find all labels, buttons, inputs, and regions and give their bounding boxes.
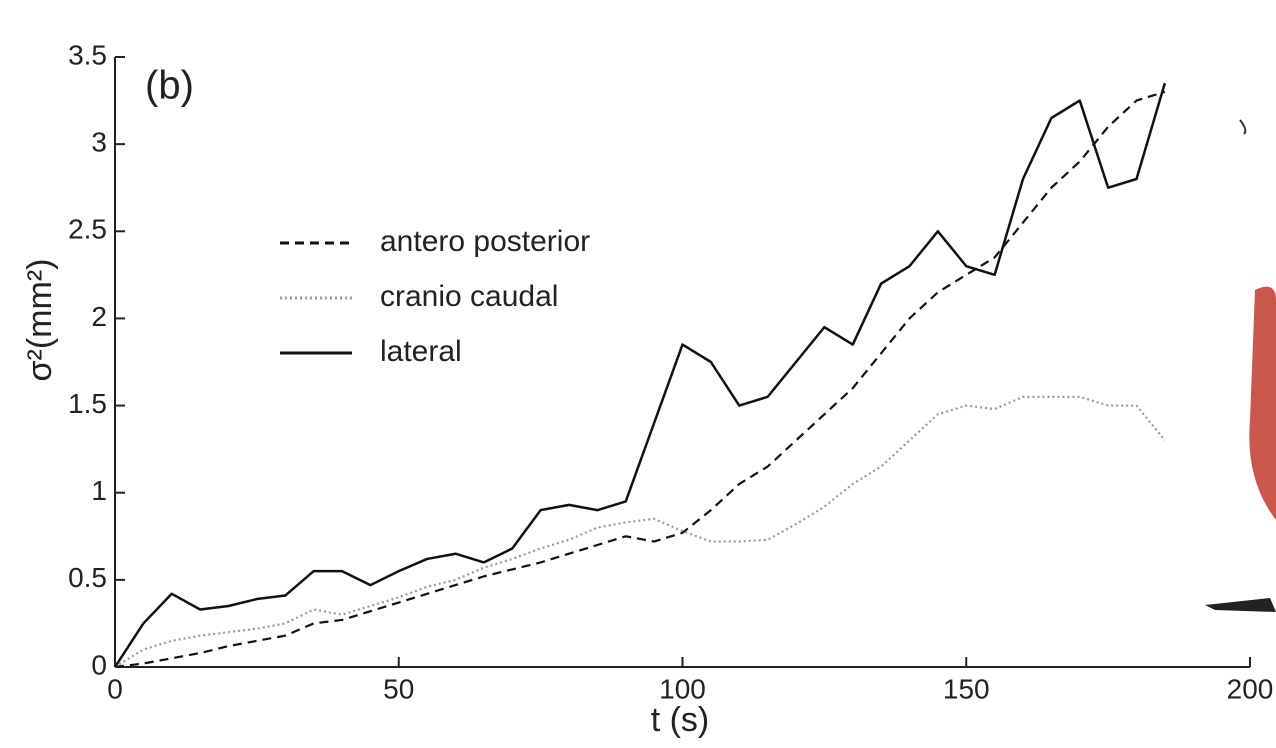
y-tick-label: 2.5 (68, 214, 107, 245)
x-axis-label: t (s) (651, 701, 710, 739)
x-tick-label: 50 (383, 673, 414, 704)
legend-label: cranio caudal (380, 280, 558, 313)
y-tick-label: 1 (91, 475, 107, 506)
line-series (114, 395, 1166, 668)
panel-label: (b) (145, 64, 194, 108)
x-tick-label: 200 (1227, 673, 1274, 704)
y-tick-label: 0.5 (68, 562, 107, 593)
y-tick-label: 3 (91, 127, 107, 158)
y-tick-label: 1.5 (68, 388, 107, 419)
y-axis-label: σ²(mm²) (21, 259, 59, 382)
y-tick-label: 0 (91, 649, 107, 680)
line-series (113, 82, 1167, 668)
line-series (114, 90, 1166, 669)
x-tick-label: 100 (659, 673, 706, 704)
legend-label: lateral (380, 335, 462, 368)
y-tick-label: 3.5 (68, 39, 107, 70)
legend-label: antero posterior (380, 225, 590, 258)
decoration (1205, 119, 1276, 612)
x-tick-label: 150 (943, 673, 990, 704)
x-tick-label: 0 (107, 673, 123, 704)
y-tick-label: 2 (91, 301, 107, 332)
